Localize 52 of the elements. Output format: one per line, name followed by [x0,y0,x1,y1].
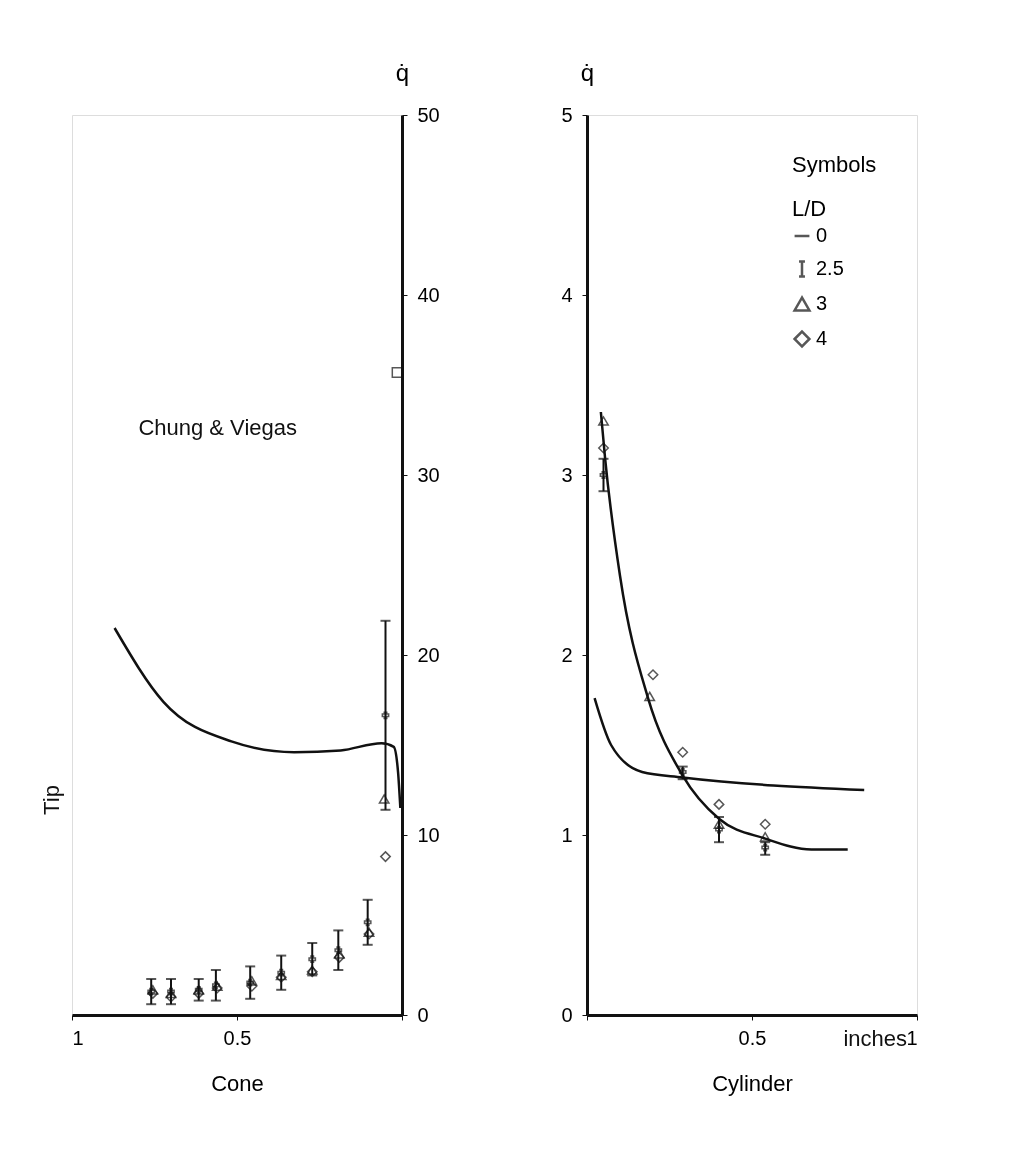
point [761,843,770,852]
point [381,711,390,720]
y-axis-title: q̇ [580,58,595,86]
x-axis-title: Cylinder [712,1070,793,1096]
point [715,825,723,834]
y-tick-label: 3 [561,463,573,486]
legend-title: Symbols L/D [792,152,877,221]
annotation: Chung & Viegas [138,415,297,440]
point [334,946,343,955]
point [759,831,771,842]
point [677,746,689,758]
y2-tick-label: 10 [417,823,440,846]
point [308,955,317,964]
text: inches [843,1026,907,1051]
point [380,851,391,863]
point [378,794,390,804]
y2-tick-label: 20 [417,643,440,666]
legend-label: 4 [816,327,828,349]
point [363,918,372,927]
legend-label: 0 [816,224,828,246]
text: Tip [39,785,64,815]
point [193,987,205,999]
x-tick-label: 0.5 [738,1026,767,1049]
y2-tick-label: 30 [417,463,440,486]
point [678,768,687,776]
y-tick-label: 2 [561,643,573,666]
y-tick-label: 1 [561,823,573,846]
point [713,798,725,810]
y-tick-label: 0 [561,1003,573,1026]
point [333,951,345,963]
y2-tick-label: 40 [417,283,440,306]
point [167,987,175,996]
y2-tick-label: 0 [417,1003,429,1026]
point [759,818,771,830]
y2-axis-title: q̇ [395,58,410,86]
point [644,691,656,702]
x-tick-label: 1 [906,1026,918,1049]
point [598,442,609,454]
x-tick-label: 1 [72,1026,84,1049]
point [333,948,345,959]
point [246,980,258,992]
y-tick-label: 4 [561,283,573,306]
x-tick-label: 0.5 [223,1026,252,1049]
y2-tick-label: 50 [417,103,440,126]
point [277,968,286,977]
legend-label: 2.5 [816,257,844,279]
x-axis-title: Cone [211,1070,264,1096]
point [647,669,659,681]
legend-label: 3 [816,292,828,314]
point [598,416,609,426]
point [713,819,725,830]
y-tick-label: 5 [561,103,573,126]
